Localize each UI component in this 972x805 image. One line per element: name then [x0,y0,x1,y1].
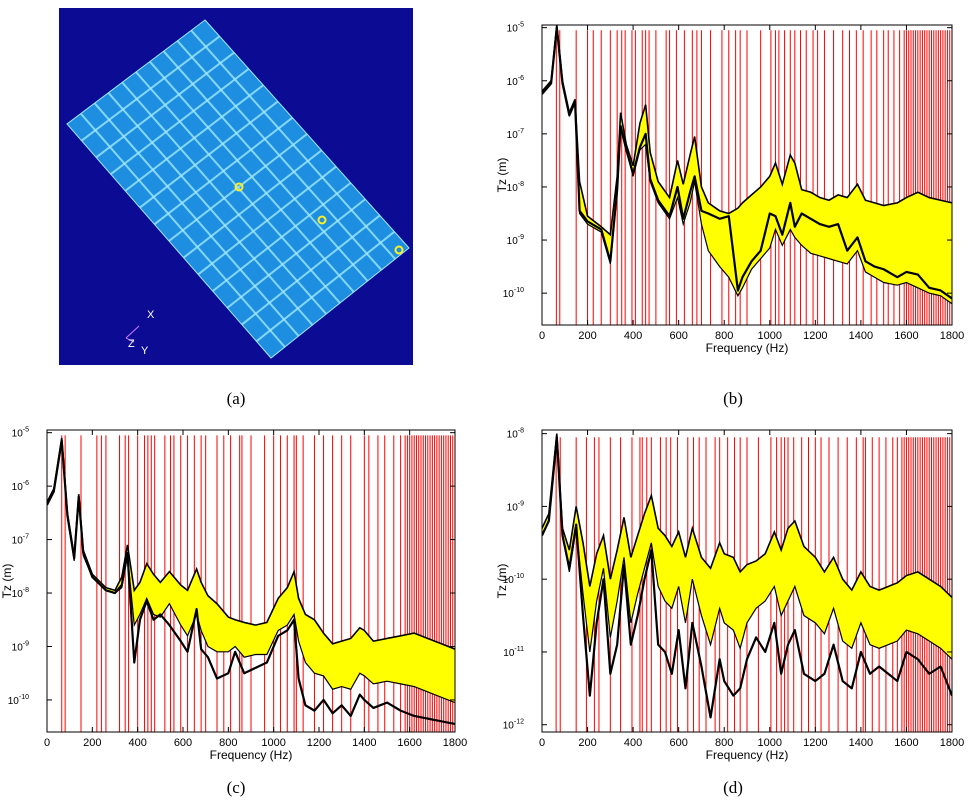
response-curve [542,436,952,719]
upper-envelope-line [542,433,952,598]
upper-envelope-line [47,437,455,650]
x-tick-label: 1600 [894,330,918,342]
plot-area [542,25,952,325]
grid-line-short [93,102,300,337]
y-tick-label: 10-9 [507,234,524,247]
plot-area [47,435,455,732]
grid-line-short [162,50,369,282]
x-tick-label: 1000 [261,737,285,749]
y-tick-label: 10-9 [507,500,524,513]
panel-a-model-view: X Z Y [59,8,413,365]
grid-line-short [121,81,327,315]
measurement-point-1 [234,182,244,192]
x-tick-label: 0 [539,330,545,342]
y-tick-label: 10-5 [507,22,524,35]
y-tick-label: 10-8 [12,587,29,600]
x-tick-label: 800 [715,737,733,749]
caption-a: (a) [226,389,246,408]
grid-line-short [107,92,314,326]
chart-c: 0 200 400 600 800 1000 1200 1400 1600 1800 10-10 10… [0,420,470,772]
x-tick-label: 1000 [758,737,782,749]
axis-label-x: X [147,309,155,321]
x-axis-label: Frequency (Hz) [706,748,789,762]
caption-d: (d) [723,778,743,797]
x-axis-label: Frequency (Hz) [706,341,789,355]
x-tick-label: 600 [174,737,192,749]
response-curve [542,26,952,300]
upper-envelope-line [542,25,952,237]
x-tick-label: 1600 [894,737,918,749]
x-tick-label: 600 [669,737,687,749]
y-tick-label: 10-10 [8,694,29,707]
plot-frame [541,24,953,326]
y-tick-label: 10-10 [503,573,524,586]
x-tick-label: 1400 [849,737,873,749]
x-tick-label: 1600 [397,737,421,749]
chart-b-svg: 0 200 400 600 800 1000 1200 1400 1600 1800 10-10 10… [495,22,964,355]
uncertainty-band [542,25,952,304]
grid-line-short [176,40,383,271]
x-tick-label: 600 [669,330,687,342]
x-tick-label: 1200 [803,330,827,342]
x-tick-label: 200 [83,737,101,749]
x-tick-label: 800 [219,737,237,749]
y-tick-label: 10-10 [503,287,524,300]
x-tick-label: 400 [128,737,146,749]
grid-line-short [149,60,355,293]
grid-line-short [190,29,396,260]
uncertainty-band [542,433,952,660]
x-tick-label: 1800 [940,737,964,749]
chart-c-svg: 0 200 400 600 800 1000 1200 1400 1600 1800 10-10 10… [0,427,467,762]
fe-plate-model: X Z Y [59,8,413,365]
x-tick-label: 200 [578,330,596,342]
x-tick-label: 1200 [803,737,827,749]
chart-d-svg: 0 200 400 600 800 1000 1200 1400 1600 1800 10-12 10… [495,428,964,762]
y-tick-label: 10-8 [507,428,524,441]
measurement-point-3 [394,245,404,255]
x-tick-label: 1000 [758,330,782,342]
chart-d: 0 200 400 600 800 1000 1200 1400 1600 1800 10-12 10… [490,420,966,772]
plate-grid-lines [80,29,396,348]
grid-line-short [80,112,286,348]
measurement-point-2 [317,215,327,225]
chart-b: 0 200 400 600 800 1000 1200 1400 1600 1800 10-10 10… [490,15,966,365]
x-tick-label: 0 [539,737,545,749]
x-tick-label: 1400 [849,330,873,342]
plot-frame [46,429,456,733]
y-tick-label: 10-7 [507,128,524,141]
caption-c: (c) [226,778,246,797]
x-tick-label: 0 [44,737,50,749]
caption-b: (b) [723,389,743,408]
x-tick-label: 1200 [307,737,331,749]
axis-label-y: Y [141,345,149,357]
lower-envelope-line [542,437,952,660]
axis-triad: X Z Y [125,309,155,357]
plot-frame [541,429,953,733]
x-tick-label: 1800 [443,737,467,749]
x-tick-label: 400 [624,737,642,749]
y-tick-label: 10-12 [503,719,524,732]
x-tick-label: 200 [578,737,596,749]
x-axis-label: Frequency (Hz) [210,748,293,762]
plot-area [542,433,952,732]
y-tick-label: 10-9 [12,640,29,653]
y-axis-label: Tz (m) [495,564,509,599]
y-tick-label: 10-8 [507,181,524,194]
y-axis-label: Tz (m) [0,564,14,599]
grid-line-short [135,71,341,304]
y-tick-label: 10-6 [507,75,524,88]
y-axis-label: Tz (m) [495,158,509,193]
y-tick-label: 10-7 [12,534,29,547]
x-tick-label: 1800 [940,330,964,342]
axis-label-z: Z [128,338,135,350]
response-curve [47,439,455,726]
x-tick-label: 800 [715,330,733,342]
y-tick-label: 10-11 [503,646,524,659]
x-tick-label: 1400 [352,737,376,749]
y-tick-label: 10-5 [12,427,29,440]
y-tick-label: 10-6 [12,480,29,493]
x-tick-label: 400 [624,330,642,342]
